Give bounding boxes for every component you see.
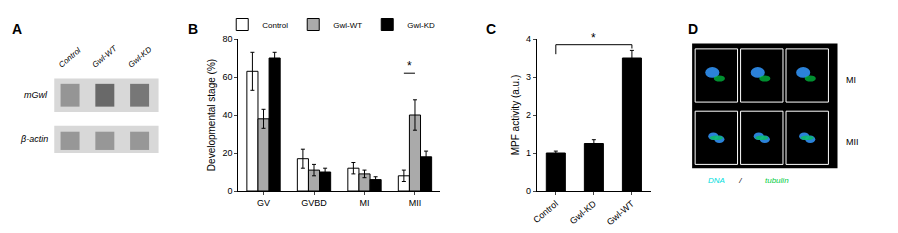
svg-text:Gwl-WT: Gwl-WT — [91, 43, 120, 69]
svg-text:2: 2 — [526, 110, 531, 120]
svg-text:mGwl: mGwl — [24, 90, 48, 100]
svg-text:0: 0 — [526, 186, 531, 196]
svg-text:tubulin: tubulin — [765, 176, 789, 185]
svg-text:MI: MI — [359, 198, 369, 208]
svg-text:β-actin: β-actin — [20, 134, 48, 144]
svg-text:MI: MI — [846, 75, 856, 85]
svg-text:B: B — [188, 21, 198, 37]
svg-text:Control: Control — [262, 21, 288, 30]
svg-text:Gwl-KD: Gwl-KD — [568, 198, 599, 226]
svg-text:Gwl-WT: Gwl-WT — [333, 21, 362, 30]
svg-text:0: 0 — [227, 186, 232, 196]
svg-text:80: 80 — [222, 34, 232, 44]
svg-text:/: / — [737, 176, 744, 185]
svg-text:GVBD: GVBD — [301, 198, 327, 208]
svg-text:1: 1 — [526, 148, 531, 158]
svg-text:D: D — [688, 21, 698, 37]
svg-text:Developmental stage (%): Developmental stage (%) — [206, 59, 217, 171]
svg-text:GV: GV — [257, 198, 270, 208]
svg-text:20: 20 — [222, 148, 232, 158]
svg-text:MPF activity (a.u.): MPF activity (a.u.) — [510, 75, 521, 156]
svg-text:Gwl-KD: Gwl-KD — [126, 45, 153, 70]
svg-text:A: A — [12, 21, 22, 37]
svg-text:Control: Control — [531, 199, 560, 225]
svg-text:DNA: DNA — [708, 176, 725, 185]
svg-text:Control: Control — [57, 46, 83, 70]
svg-text:*: * — [407, 59, 412, 73]
svg-text:3: 3 — [526, 72, 531, 82]
svg-text:*: * — [591, 31, 596, 45]
svg-text:40: 40 — [222, 110, 232, 120]
svg-text:MII: MII — [409, 198, 422, 208]
svg-text:4: 4 — [526, 34, 531, 44]
svg-text:60: 60 — [222, 72, 232, 82]
svg-text:MII: MII — [846, 137, 859, 147]
svg-text:Gwl-WT: Gwl-WT — [605, 198, 637, 227]
svg-text:C: C — [486, 21, 496, 37]
svg-text:Gwl-KD: Gwl-KD — [407, 21, 435, 30]
